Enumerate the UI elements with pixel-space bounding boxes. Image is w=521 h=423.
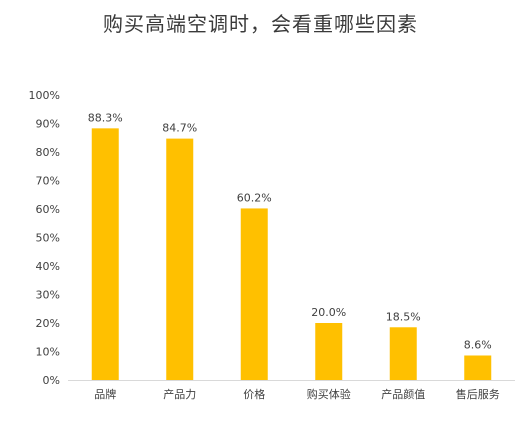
data-label: 20.0% bbox=[311, 306, 346, 319]
category-label: 品牌 bbox=[94, 387, 116, 401]
data-label: 88.3% bbox=[88, 111, 123, 124]
y-tick-label: 10% bbox=[36, 346, 60, 359]
chart-title: 购买高端空调时，会看重哪些因素 bbox=[103, 12, 418, 36]
bar bbox=[240, 208, 268, 380]
category-label: 购买体验 bbox=[307, 387, 351, 401]
y-tick-label: 70% bbox=[36, 175, 60, 188]
category-label: 产品力 bbox=[163, 387, 196, 401]
bar bbox=[464, 355, 492, 380]
y-tick-label: 90% bbox=[36, 118, 60, 131]
y-tick-label: 60% bbox=[36, 203, 60, 216]
category-label: 产品颜值 bbox=[381, 387, 425, 401]
category-label: 售后服务 bbox=[456, 387, 500, 401]
y-tick-label: 100% bbox=[29, 89, 60, 102]
data-label: 8.6% bbox=[464, 338, 492, 351]
bar bbox=[166, 138, 194, 380]
y-tick-label: 0% bbox=[43, 374, 60, 387]
bars bbox=[91, 128, 492, 380]
y-axis-ticks: 0% 10% 20% 30% 40% 50% 60% 70% 80% 90% 100% bbox=[29, 89, 60, 387]
category-label: 价格 bbox=[243, 387, 265, 401]
data-labels: 88.3% 84.7% 60.2% 20.0% 18.5% 8.6% bbox=[88, 111, 492, 351]
y-tick-label: 80% bbox=[36, 146, 60, 159]
data-label: 84.7% bbox=[162, 122, 197, 135]
y-tick-label: 50% bbox=[36, 232, 60, 245]
y-tick-label: 30% bbox=[36, 289, 60, 302]
category-labels: 品牌 产品力 价格 购买体验 产品颜值 售后服务 bbox=[94, 387, 500, 401]
data-label: 18.5% bbox=[386, 310, 421, 323]
y-tick-label: 40% bbox=[36, 260, 60, 273]
y-tick-label: 20% bbox=[36, 317, 60, 330]
bar bbox=[315, 323, 343, 380]
bar bbox=[91, 128, 119, 380]
data-label: 60.2% bbox=[237, 191, 272, 204]
bar bbox=[389, 327, 417, 380]
